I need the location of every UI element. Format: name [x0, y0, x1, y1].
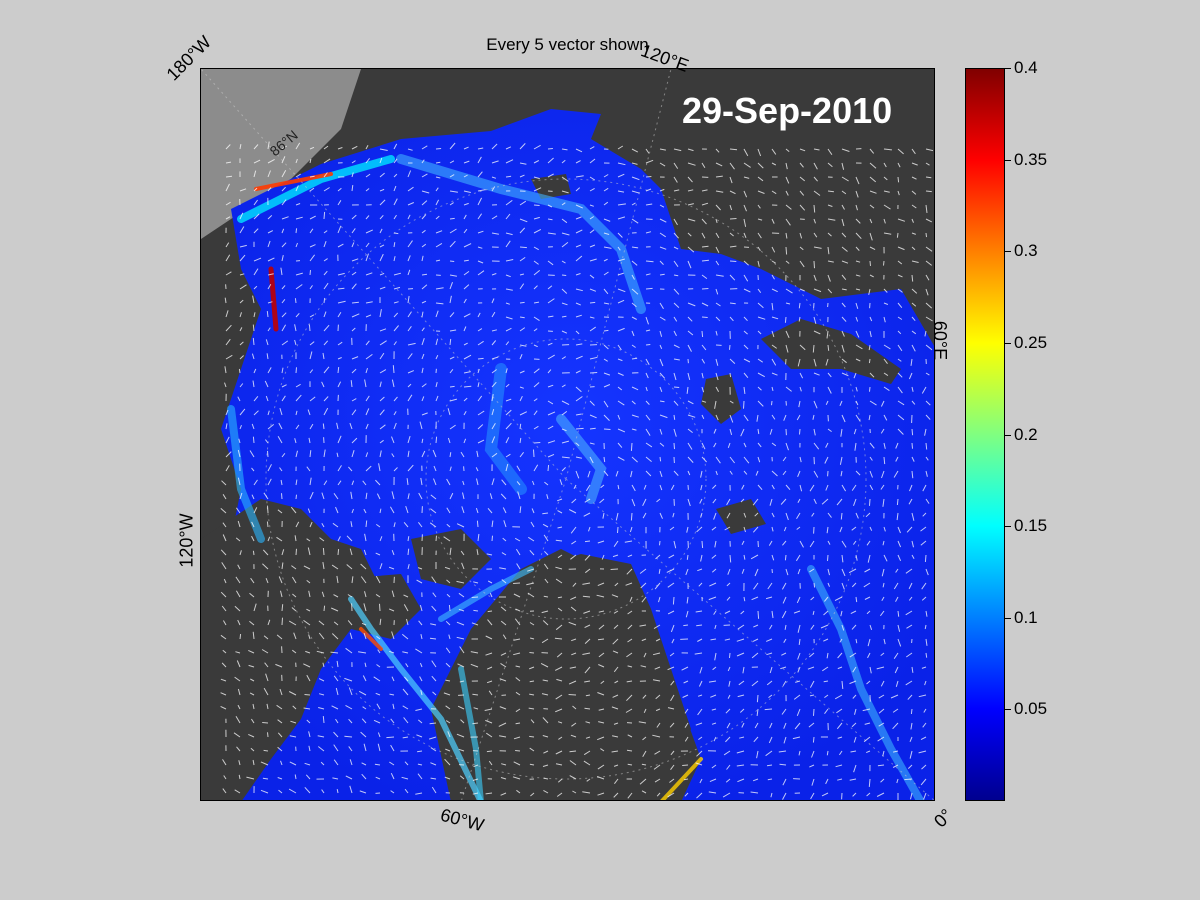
land-shelf-light: [201, 69, 361, 239]
lon-label-60w: 60°W: [438, 804, 487, 836]
colorbar-tick: [1005, 434, 1011, 436]
date-stamp: 29-Sep-2010: [682, 90, 893, 131]
colorbar-tick: [1005, 617, 1011, 619]
colorbar-tick-label: 0.35: [1014, 149, 1048, 169]
colorbar-tick: [1005, 159, 1011, 161]
colorbar-tick: [1005, 68, 1011, 69]
colorbar-tick-label: 0.25: [1014, 332, 1048, 352]
current-bands: [227, 154, 925, 800]
island-land: [716, 499, 766, 534]
colorbar-tick-label: 0.1: [1014, 607, 1038, 627]
greenland-land: [491, 554, 691, 800]
island-land: [701, 374, 741, 424]
plot-title: Every 5 vector shown: [486, 35, 649, 54]
archipelago-land: [201, 499, 381, 800]
colorbar-tick: [1005, 526, 1011, 528]
colorbar-tick-label: 0.2: [1014, 424, 1038, 444]
colorbar-tick-label: 0.05: [1014, 699, 1048, 719]
colorbar-tick: [1005, 709, 1011, 711]
colorbar-tick-label: 0.15: [1014, 516, 1048, 536]
lon-label-120w: 120°W: [176, 513, 197, 568]
vector-field: [220, 141, 934, 800]
island-land: [341, 574, 421, 639]
colorbar: [965, 68, 1005, 801]
colorbar-tick: [1005, 251, 1011, 253]
lon-label-0: 0°: [930, 804, 957, 832]
graticule: [201, 69, 934, 800]
arctic-map: [201, 69, 934, 800]
novaya-zemlya-land: [761, 319, 901, 384]
colorbar-tick-label: 0.4: [1014, 58, 1038, 77]
colorbar-tick-label: 0.3: [1014, 241, 1038, 261]
island-land: [531, 174, 571, 199]
colorbar-tick: [1005, 342, 1011, 344]
map-panel: [200, 68, 935, 801]
lon-label-60e: 60°E: [930, 320, 951, 361]
